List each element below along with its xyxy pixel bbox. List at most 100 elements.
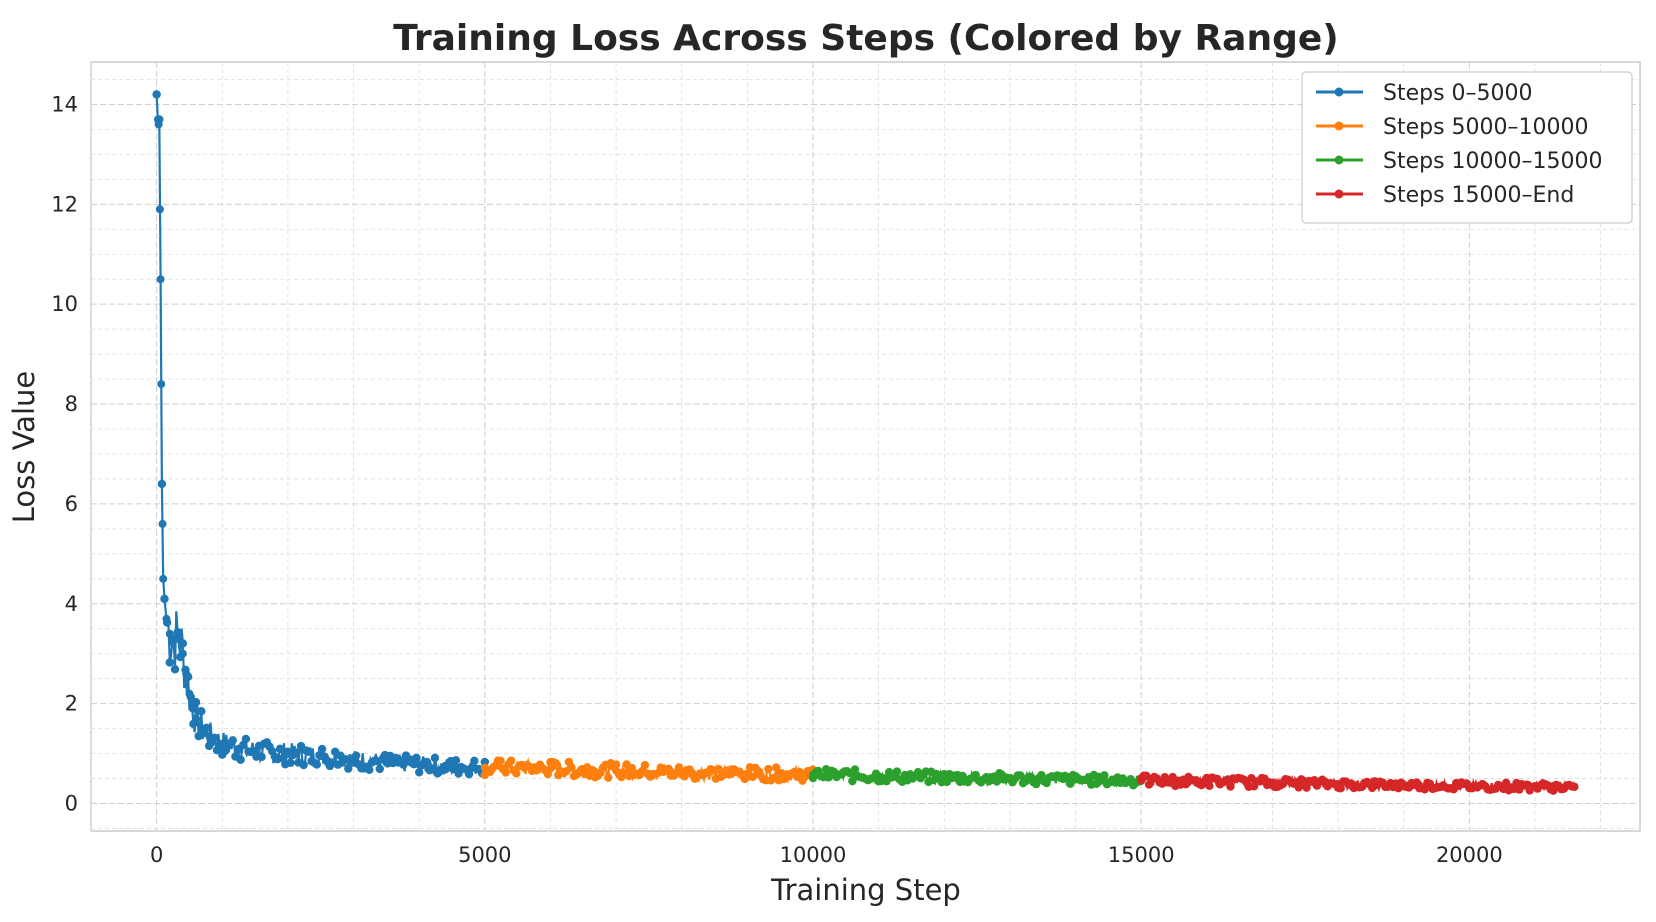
data-marker [157, 479, 167, 489]
data-marker [480, 757, 490, 767]
data-marker [1336, 784, 1345, 793]
x-axis-ticks: 0 5000 10000 15000 20000 [150, 843, 1503, 867]
data-marker [748, 772, 757, 782]
data-marker [496, 756, 505, 766]
data-marker [850, 765, 860, 774]
data-marker [772, 763, 781, 772]
data-marker [257, 752, 266, 762]
data-marker [409, 760, 419, 769]
data-marker [892, 767, 902, 776]
data-marker [848, 776, 857, 786]
y-tick-label: 4 [65, 592, 78, 616]
data-marker [1420, 785, 1429, 794]
data-marker [236, 755, 245, 764]
data-marker [152, 90, 161, 99]
legend-item-2: Steps 5000–10000 [1316, 115, 1589, 140]
data-marker [664, 764, 673, 774]
y-tick-label: 14 [51, 92, 78, 116]
data-marker [764, 764, 773, 774]
data-marker [512, 769, 521, 778]
legend: Steps 0–5000 Steps 5000–10000 Steps 10000–… [1301, 71, 1633, 224]
data-marker [640, 761, 650, 770]
data-marker [1226, 782, 1235, 791]
data-marker [181, 665, 190, 674]
legend-box [1301, 71, 1633, 224]
data-marker [197, 707, 206, 716]
legend-marker [1334, 87, 1344, 97]
data-marker [1570, 782, 1579, 791]
data-marker [173, 628, 182, 637]
data-marker [1100, 771, 1109, 780]
data-marker [186, 692, 195, 702]
data-marker [344, 764, 353, 773]
data-marker [241, 734, 251, 744]
data-marker [351, 751, 361, 760]
data-marker [543, 769, 553, 779]
legend-marker [1334, 155, 1344, 165]
data-marker [470, 756, 479, 766]
data-marker [170, 665, 180, 674]
data-point [158, 519, 167, 528]
data-marker [871, 769, 881, 778]
data-marker [168, 637, 177, 647]
x-axis-label: Training Step [770, 873, 961, 907]
data-marker [275, 744, 285, 754]
data-marker [501, 768, 511, 777]
data-marker [189, 719, 198, 729]
data-marker [165, 658, 174, 667]
data-marker [291, 748, 300, 757]
series-layer [152, 90, 1579, 795]
legend-label: Steps 15000–End [1383, 183, 1574, 208]
data-marker [155, 115, 164, 124]
legend-marker [1334, 121, 1344, 131]
legend-item-4: Steps 15000–End [1316, 183, 1574, 208]
data-marker [162, 618, 172, 627]
y-tick-label: 12 [51, 192, 78, 216]
data-marker [1016, 771, 1025, 780]
data-marker [1302, 783, 1311, 792]
data-marker [312, 760, 321, 769]
data-marker [176, 652, 185, 662]
data-marker [365, 765, 374, 775]
data-point [159, 574, 168, 583]
data-marker [604, 773, 613, 782]
data-marker [454, 769, 463, 778]
data-marker [1066, 779, 1075, 788]
data-marker [428, 764, 437, 773]
data-marker [204, 741, 214, 751]
y-tick-label: 6 [65, 492, 78, 516]
data-point [188, 704, 197, 713]
data-marker [183, 672, 193, 681]
y-tick-label: 0 [65, 792, 78, 816]
series-1 [152, 90, 490, 779]
data-marker [210, 733, 219, 742]
y-axis-label: Loss Value [7, 371, 41, 523]
data-marker [627, 763, 637, 773]
data-marker [1294, 783, 1303, 792]
data-marker [680, 772, 689, 781]
y-tick-label: 10 [51, 292, 78, 316]
data-marker [414, 768, 424, 777]
series-2 [480, 756, 818, 785]
data-point [155, 205, 164, 214]
data-marker [824, 773, 833, 782]
data-marker [567, 763, 576, 772]
data-marker [422, 757, 432, 767]
series-4 [1136, 771, 1579, 795]
legend-marker [1334, 189, 1344, 199]
x-tick-label: 10000 [780, 843, 847, 867]
x-tick-label: 5000 [458, 843, 511, 867]
legend-item-3: Steps 10000–15000 [1316, 149, 1603, 174]
y-tick-label: 2 [65, 692, 78, 716]
legend-label: Steps 10000–15000 [1383, 149, 1603, 174]
data-marker [202, 723, 211, 733]
data-marker [588, 765, 597, 775]
y-axis-ticks: 0 2 4 6 8 10 12 14 [51, 92, 78, 815]
data-marker [992, 777, 1001, 786]
data-marker [375, 764, 384, 774]
data-marker [191, 698, 201, 707]
data-marker [412, 753, 421, 763]
data-marker [1205, 781, 1214, 790]
chart-title: Training Loss Across Steps (Colored by R… [393, 18, 1339, 59]
